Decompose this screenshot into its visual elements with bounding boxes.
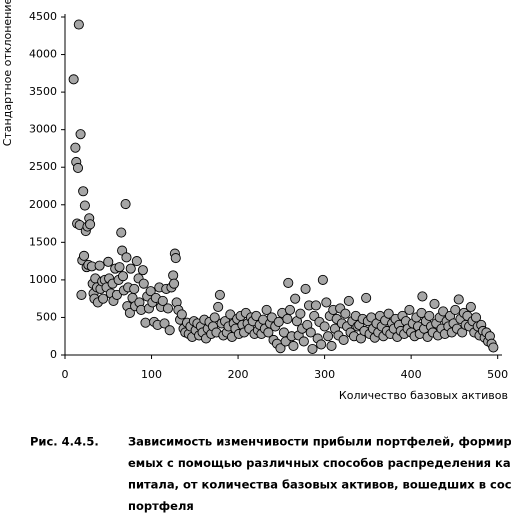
- point: [103, 256, 114, 267]
- point: [465, 301, 476, 312]
- point: [114, 262, 125, 273]
- point: [164, 325, 175, 336]
- point: [300, 283, 311, 294]
- point: [288, 340, 299, 352]
- point: [85, 219, 96, 230]
- point: [145, 286, 156, 297]
- point: [68, 74, 79, 85]
- y-tick-label: 4500: [29, 10, 57, 23]
- point: [450, 304, 461, 315]
- point: [453, 294, 464, 305]
- point: [417, 291, 428, 302]
- y-tick-label: 4000: [29, 48, 57, 61]
- point: [266, 312, 277, 323]
- point: [321, 297, 332, 308]
- point: [319, 321, 330, 332]
- point: [209, 312, 220, 323]
- point: [361, 292, 372, 303]
- point: [159, 318, 170, 329]
- point: [76, 289, 87, 300]
- point: [214, 289, 225, 300]
- point: [121, 252, 132, 263]
- point: [162, 303, 174, 314]
- point: [78, 250, 90, 261]
- point: [124, 307, 135, 318]
- point: [170, 253, 181, 264]
- point: [70, 142, 81, 153]
- point: [138, 278, 149, 289]
- point: [295, 308, 306, 319]
- y-tick-label: 2500: [29, 160, 57, 173]
- y-tick-label: 1500: [29, 235, 57, 248]
- point: [282, 313, 293, 324]
- point: [340, 308, 351, 319]
- caption-line: Зависимость изменчивости прибыли портфел…: [128, 435, 511, 449]
- y-tick-label: 500: [36, 310, 57, 323]
- point: [225, 309, 236, 320]
- point: [383, 308, 394, 319]
- point: [79, 200, 90, 211]
- point: [317, 274, 328, 285]
- point: [307, 343, 318, 355]
- point: [125, 263, 136, 274]
- y-tick-label: 3000: [29, 123, 57, 136]
- point: [275, 343, 286, 354]
- y-tick-label: 2000: [29, 198, 57, 211]
- point: [429, 298, 440, 309]
- point: [284, 304, 296, 315]
- point: [310, 300, 322, 311]
- point: [94, 260, 105, 271]
- x-tick-label: 200: [228, 368, 249, 381]
- point: [75, 129, 86, 140]
- y-tick-label: 1000: [29, 273, 57, 286]
- point: [129, 283, 140, 294]
- point: [298, 336, 309, 347]
- point: [283, 277, 294, 288]
- point: [116, 227, 127, 238]
- caption-line: питала, от количества базовых активов, в…: [128, 478, 511, 492]
- point: [261, 304, 272, 315]
- point: [424, 310, 435, 321]
- point: [78, 186, 89, 197]
- point: [131, 256, 142, 267]
- point: [168, 270, 179, 281]
- point: [343, 295, 354, 306]
- caption-line: емых с помощью различных способов распре…: [128, 456, 511, 470]
- point: [323, 331, 334, 342]
- point: [140, 317, 151, 328]
- x-axis-label: Количество базовых активов: [339, 389, 508, 402]
- point: [438, 306, 449, 317]
- y-axis-label: Стандартное отклонение: [1, 0, 14, 146]
- point: [488, 342, 499, 353]
- point: [120, 198, 131, 210]
- point: [157, 295, 168, 306]
- point: [404, 304, 415, 315]
- point: [168, 278, 180, 289]
- y-tick-label: 0: [50, 348, 57, 361]
- point: [213, 301, 224, 312]
- caption-label: Рис. 4.4.5.: [30, 435, 99, 449]
- x-tick-label: 0: [62, 368, 69, 381]
- point: [176, 309, 187, 320]
- point: [98, 293, 109, 304]
- x-tick-label: 100: [141, 368, 162, 381]
- point: [326, 340, 337, 352]
- point: [273, 316, 284, 328]
- x-tick-label: 300: [314, 368, 335, 381]
- y-tick-label: 3500: [29, 85, 57, 98]
- point: [137, 265, 148, 276]
- point: [290, 293, 301, 304]
- point: [72, 162, 84, 174]
- point: [117, 271, 129, 282]
- x-tick-label: 400: [401, 368, 422, 381]
- caption-text: Зависимость изменчивости прибыли портфел…: [128, 435, 511, 514]
- point: [73, 19, 84, 30]
- point: [305, 327, 316, 338]
- point: [338, 334, 349, 346]
- x-tick-label: 500: [487, 368, 508, 381]
- point: [316, 339, 327, 350]
- point: [111, 289, 122, 300]
- caption-line: портфеля: [128, 499, 194, 513]
